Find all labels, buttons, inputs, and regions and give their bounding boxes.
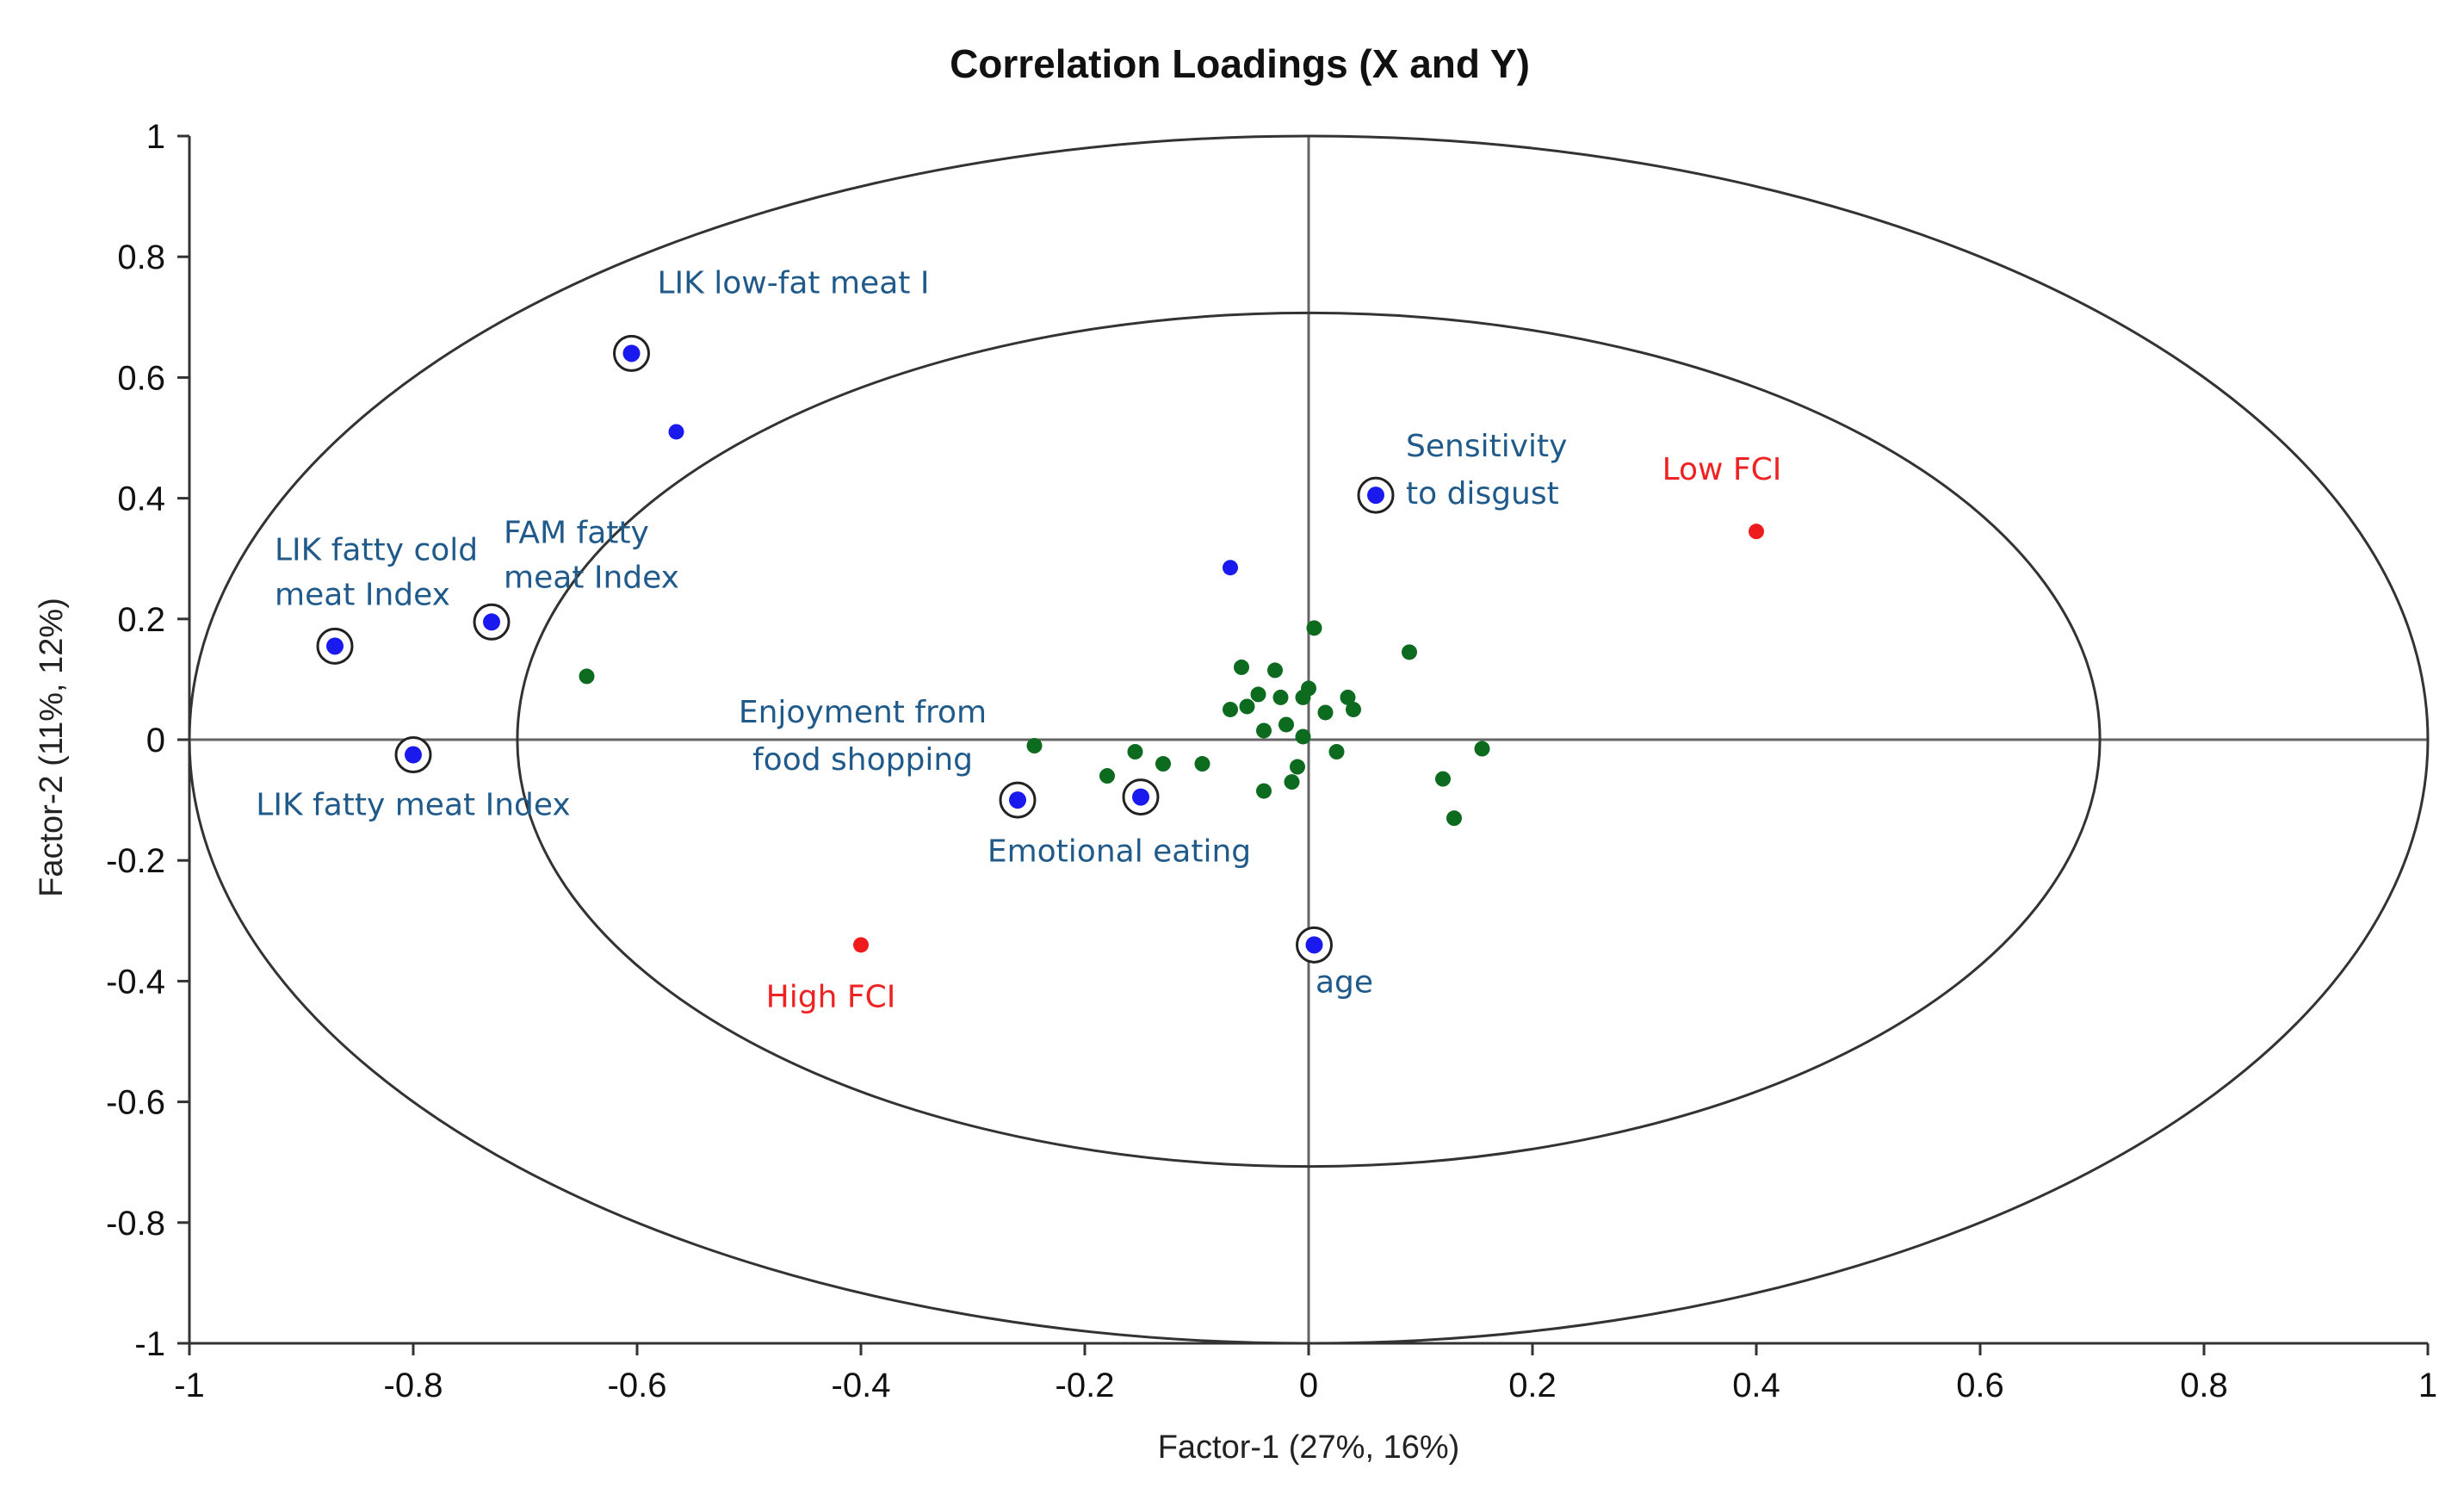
y-tick-label: 1 bbox=[146, 118, 165, 156]
data-point bbox=[1749, 524, 1764, 540]
data-point bbox=[1278, 716, 1294, 733]
data-point bbox=[1223, 701, 1238, 717]
x-tick-label: -1 bbox=[174, 1367, 205, 1404]
point-label-age: age bbox=[1316, 964, 1373, 1000]
y-tick-label: -1 bbox=[134, 1325, 165, 1363]
point-label-lik-fatty-cold-meat-index: LIK fatty cold meat Index bbox=[275, 532, 478, 612]
x-tick-label: 0.8 bbox=[2180, 1367, 2228, 1404]
y-tick-label: 0.4 bbox=[117, 480, 165, 518]
data-point bbox=[1340, 689, 1356, 705]
x-tick-label: -0.4 bbox=[832, 1367, 891, 1404]
ellipse-inner bbox=[516, 311, 2102, 1169]
data-point bbox=[1305, 936, 1323, 954]
data-point bbox=[1306, 620, 1322, 636]
data-point bbox=[1290, 759, 1305, 775]
x-tick-label: 0 bbox=[1299, 1367, 1318, 1404]
data-point bbox=[1402, 644, 1417, 660]
data-point bbox=[1346, 701, 1361, 717]
y-tick-label: 0.2 bbox=[117, 601, 165, 639]
data-point bbox=[853, 937, 869, 953]
data-point bbox=[1256, 722, 1272, 739]
point-label-low-fci: Low FCI bbox=[1662, 452, 1782, 487]
y-tick-label: 0.6 bbox=[117, 359, 165, 397]
point-label-enjoyment-from-food-shopping: Enjoyment from food shopping bbox=[739, 695, 987, 778]
point-label-lik-low-fat-meat-i: LIK low-fat meat I bbox=[658, 265, 930, 301]
data-point bbox=[1272, 689, 1289, 705]
x-axis-label: Factor-1 (27%, 16%) bbox=[1158, 1429, 1460, 1466]
data-point bbox=[326, 637, 344, 655]
data-point bbox=[1367, 487, 1384, 505]
x-tick-label: 0.2 bbox=[1508, 1367, 1557, 1404]
data-point bbox=[1284, 774, 1300, 790]
data-point bbox=[1474, 741, 1490, 757]
point-label-lik-fatty-meat-index: LIK fatty meat Index bbox=[256, 788, 570, 823]
y-tick-label: 0 bbox=[146, 722, 165, 759]
y-tick-label: -0.6 bbox=[106, 1084, 165, 1122]
point-label-high-fci: High FCI bbox=[766, 979, 896, 1014]
x-tick-label: 1 bbox=[2418, 1367, 2437, 1404]
point-label-fam-fatty-meat-index: FAM fatty meat Index bbox=[504, 515, 679, 595]
chart-title: Correlation Loadings (X and Y) bbox=[950, 41, 1530, 86]
data-point bbox=[1328, 744, 1345, 760]
data-point bbox=[1155, 756, 1171, 772]
data-point bbox=[483, 613, 500, 631]
data-point bbox=[668, 424, 684, 440]
data-point bbox=[1194, 756, 1210, 772]
data-point bbox=[1250, 686, 1266, 703]
plot-area: -1 -0.8 -0.6 -0.4 -0.2 0 0.2 0.4 0.6 0.8 1 1 0.8 0.6 0… bbox=[106, 118, 2437, 1404]
data-point bbox=[1295, 728, 1311, 745]
data-point bbox=[1234, 659, 1249, 675]
data-point bbox=[1223, 560, 1238, 576]
x-tick-label: -0.8 bbox=[384, 1367, 443, 1404]
data-point bbox=[1026, 738, 1043, 754]
data-point bbox=[405, 746, 422, 764]
data-point bbox=[1446, 810, 1462, 827]
x-tick-label: -0.2 bbox=[1056, 1367, 1115, 1404]
x-tick-label: -0.6 bbox=[608, 1367, 667, 1404]
x-tick-label: 0.4 bbox=[1732, 1367, 1780, 1404]
data-point bbox=[1132, 788, 1149, 806]
data-point bbox=[1127, 744, 1143, 760]
data-point bbox=[1301, 680, 1316, 697]
point-label-emotional-eating: Emotional eating bbox=[987, 834, 1251, 870]
y-tick-label: -0.8 bbox=[106, 1205, 165, 1243]
y-axis-label: Factor-2 (11%, 12%) bbox=[34, 598, 70, 897]
data-point bbox=[1256, 783, 1272, 799]
data-point bbox=[1099, 768, 1115, 784]
y-tick-label: -0.4 bbox=[106, 963, 165, 1001]
point-label-sensitivity-to-disgust: Sensitivity to disgust bbox=[1406, 429, 1567, 511]
x-tick-label: 0.6 bbox=[1956, 1367, 2004, 1404]
y-tick-label: 0.8 bbox=[117, 239, 165, 276]
data-point bbox=[1317, 704, 1334, 721]
data-point bbox=[579, 668, 595, 685]
data-point bbox=[1267, 662, 1283, 679]
data-point bbox=[622, 344, 641, 363]
data-point bbox=[1009, 791, 1026, 809]
y-tick-label: -0.2 bbox=[106, 842, 165, 880]
data-point bbox=[1239, 698, 1255, 715]
data-point bbox=[1435, 771, 1451, 787]
